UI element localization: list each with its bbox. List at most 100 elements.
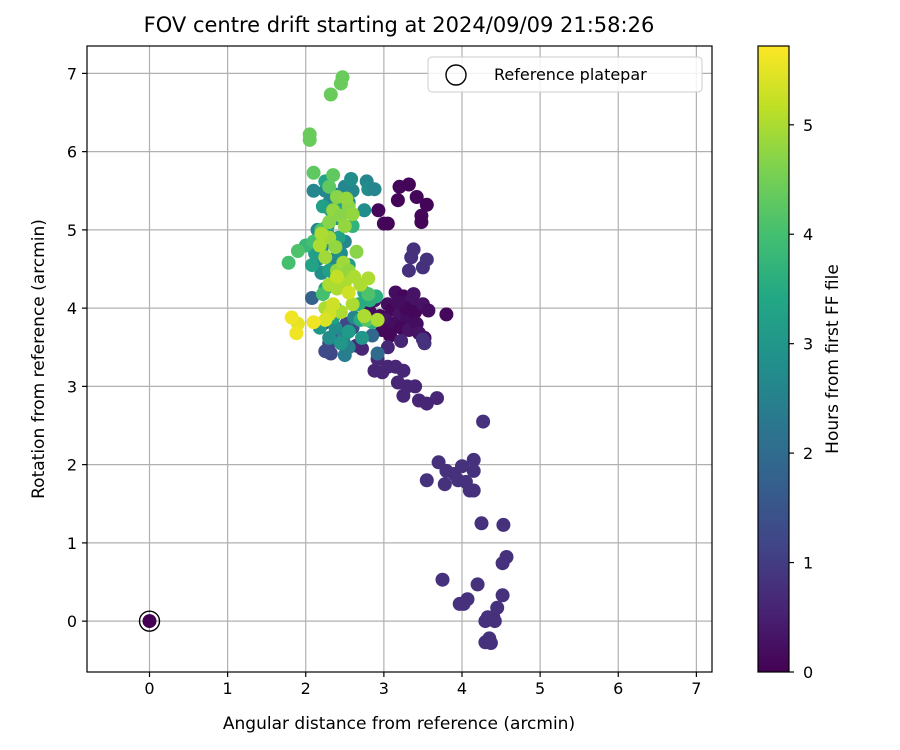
scatter-point [337, 219, 352, 233]
colorbar-tick-label: 5 [803, 116, 813, 135]
colorbar: 0 1 2 3 4 5 Hours from first FF file [757, 45, 843, 682]
y-tick-label: 1 [67, 534, 77, 553]
x-tick-label: 6 [613, 679, 623, 698]
scatter-point [326, 168, 341, 183]
scatter-point [322, 330, 337, 345]
legend-box [427, 56, 703, 93]
scatter-point [357, 309, 372, 323]
scatter-point [323, 87, 338, 102]
y-tick-label: 4 [67, 299, 77, 318]
y-tick-label: 0 [67, 612, 77, 631]
scatter-point [305, 291, 319, 305]
scatter-point [419, 473, 434, 488]
scatter-point [367, 182, 382, 197]
scatter-point [439, 307, 454, 322]
scatter-point [290, 244, 305, 258]
scatter-point [333, 336, 348, 351]
scatter-point [371, 203, 386, 218]
scatter-point [409, 190, 424, 204]
colorbar-tick-label: 0 [803, 663, 813, 682]
plot-frame [86, 45, 713, 673]
scatter-point [415, 332, 430, 347]
scatter-point [466, 463, 481, 478]
y-tick-label: 5 [67, 221, 77, 240]
scatter-point [344, 172, 359, 186]
legend: Reference platepar [427, 56, 703, 93]
x-axis-label: Angular distance from reference (arcmin) [223, 714, 575, 734]
scatter-point [142, 614, 157, 629]
x-tick-label: 5 [535, 679, 545, 698]
colorbar-gradient [758, 46, 789, 672]
reference-marker [138, 610, 161, 632]
scatter-point [306, 183, 321, 198]
legend-marker [445, 64, 467, 86]
scatter-point [466, 483, 481, 498]
scatter-point [495, 556, 510, 571]
scatter-point [318, 344, 333, 359]
grid [87, 46, 712, 672]
scatter-point [421, 303, 436, 318]
scatter-point [396, 363, 411, 378]
scatter-point [345, 207, 360, 222]
scatter-point [349, 244, 364, 259]
scatter-point [476, 414, 491, 429]
y-tick-label: 2 [67, 456, 77, 475]
colorbar-label: Hours from first FF file [823, 264, 843, 454]
scatter-point [435, 572, 450, 587]
scatter-point [474, 516, 489, 531]
scatter-point [341, 285, 356, 300]
x-tick-label: 0 [144, 679, 154, 698]
legend-label: Reference platepar [494, 65, 647, 84]
scatter-point [383, 328, 398, 343]
scatter-point [328, 240, 343, 255]
scatter-point [390, 294, 405, 309]
scatter-point [330, 269, 344, 284]
scatter-point [406, 287, 421, 302]
colorbar-frame [757, 45, 790, 673]
scatter-point [414, 215, 429, 230]
scatter-point [314, 226, 329, 241]
scatter-point [456, 596, 471, 611]
scatter-point [284, 310, 299, 325]
x-tick-label: 3 [379, 679, 389, 698]
x-tick-label: 1 [223, 679, 233, 698]
scatter-point [335, 70, 350, 85]
scatter-point [322, 179, 337, 194]
y-tick-label: 7 [67, 64, 77, 83]
scatter-point [306, 315, 321, 330]
scatter-point [380, 340, 395, 355]
scatter-point [419, 252, 434, 267]
scatter-point [394, 334, 409, 348]
scatter-point [466, 452, 481, 467]
y-tick-label: 6 [67, 143, 77, 162]
reference-platepar-marker [138, 610, 161, 632]
scatter-point [357, 203, 372, 218]
scatter-point [318, 312, 333, 327]
scatter-point [281, 255, 296, 270]
x-tick-label: 7 [691, 679, 701, 698]
scatter-point [483, 636, 498, 650]
y-axis-label: Rotation from reference (arcmin) [29, 219, 49, 499]
x-axis: 0 1 2 3 4 5 6 7 [144, 672, 701, 698]
scatter-point [289, 326, 304, 341]
colorbar-tick-label: 3 [803, 335, 813, 354]
scatter-points [142, 70, 514, 650]
chart-title: FOV centre drift starting at 2024/09/09 … [144, 13, 655, 37]
scatter-point [408, 379, 423, 394]
colorbar-tick-label: 4 [803, 225, 813, 244]
colorbar-tick-label: 1 [803, 554, 813, 573]
scatter-point [396, 388, 411, 403]
scatter-point [302, 127, 317, 142]
scatter-point [318, 250, 333, 265]
colorbar-ticks: 0 1 2 3 4 5 [789, 116, 813, 682]
scatter-point [361, 271, 376, 286]
y-tick-label: 3 [67, 377, 77, 396]
scatter-point [390, 193, 405, 208]
scatter-point [370, 346, 385, 361]
scatter-point [367, 363, 382, 378]
scatter-point [401, 263, 416, 278]
scatter-point [306, 165, 321, 180]
scatter-point [455, 459, 469, 474]
scatter-point [305, 258, 319, 273]
